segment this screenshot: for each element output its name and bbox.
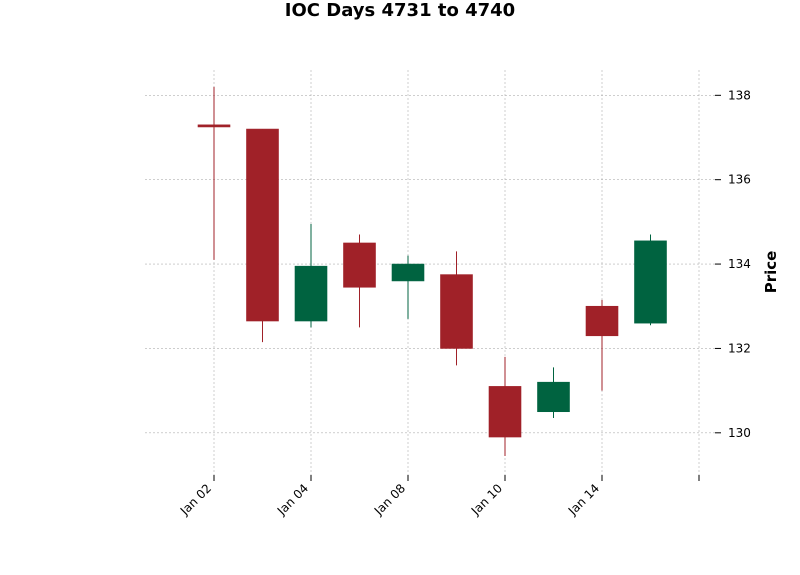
y-axis-label: Price <box>762 251 780 294</box>
y-tick-label-4: 138 <box>728 88 751 102</box>
candle-body-1 <box>246 128 279 322</box>
candle-body-6 <box>488 386 522 438</box>
x-tick-label-4: Jan 14 <box>565 481 602 518</box>
candle-body-2 <box>294 265 328 322</box>
x-tick-label-0: Jan 02 <box>177 481 214 518</box>
chart-title: IOC Days 4731 to 4740 <box>284 0 516 21</box>
candle-body-4 <box>391 263 425 282</box>
candles <box>197 86 667 457</box>
x-tick-label-1: Jan 04 <box>274 481 311 518</box>
candle-body-9 <box>634 240 667 324</box>
x-tick-label-2: Jan 08 <box>371 481 408 518</box>
candle-body-7 <box>537 381 570 413</box>
candle-body-8 <box>585 305 619 337</box>
y-tick-label-1: 132 <box>728 341 751 355</box>
candle-body-5 <box>440 274 473 349</box>
x-tick-label-3: Jan 10 <box>468 481 505 518</box>
y-tick-label-3: 136 <box>728 173 751 187</box>
candle-body-0 <box>197 124 231 128</box>
candle-body-3 <box>343 242 376 288</box>
grid <box>145 70 715 475</box>
y-tick-label-2: 134 <box>728 257 751 271</box>
y-tick-label-0: 130 <box>728 426 751 440</box>
